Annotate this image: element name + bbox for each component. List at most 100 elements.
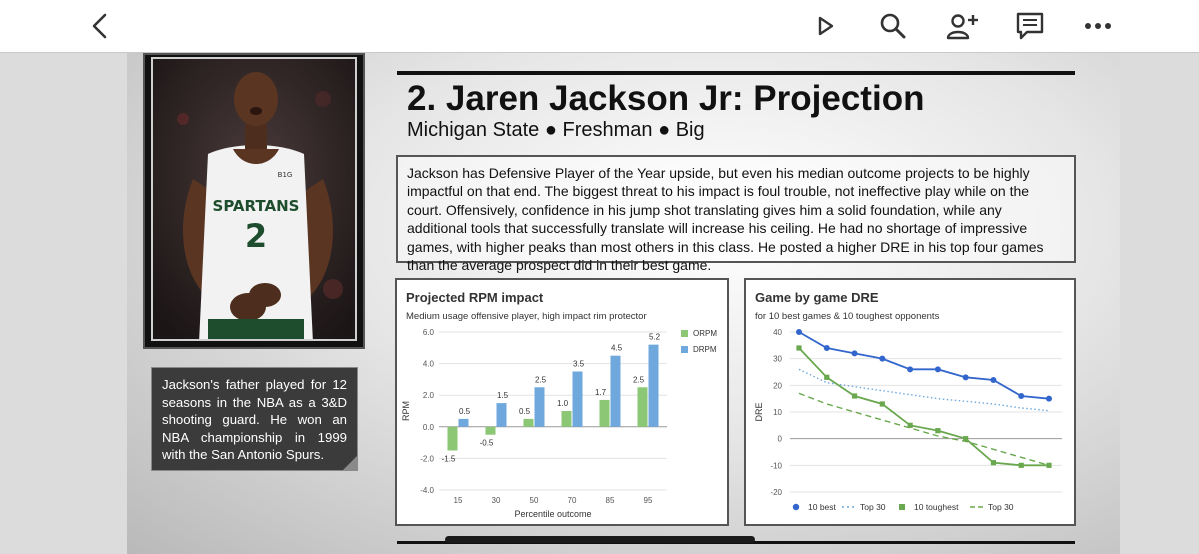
rpm-x-axis-label: Percentile outcome: [514, 509, 591, 519]
dre-y-tick-label: -20: [770, 488, 782, 497]
rpm-data-label: 4.5: [611, 344, 623, 353]
description-text: Jackson has Defensive Player of the Year…: [407, 165, 1044, 274]
jersey-text: SPARTANS: [213, 197, 300, 215]
rpm-data-label: 0.5: [459, 407, 471, 416]
rpm-data-label: 3.5: [573, 360, 585, 369]
rpm-x-tick-label: 50: [530, 496, 539, 505]
rpm-data-label: 1.5: [497, 391, 509, 400]
dre-point-best: [851, 350, 858, 357]
rpm-bar-orpm: [599, 399, 610, 427]
rpm-data-label: 1.7: [595, 388, 607, 397]
dre-chart-subtitle: for 10 best games & 10 toughest opponent…: [755, 311, 940, 322]
dre-point-toughest: [907, 422, 913, 428]
horizontal-scroll-indicator[interactable]: [445, 536, 755, 543]
jersey-number: 2: [245, 217, 267, 255]
rpm-chart: Projected RPM impact Medium usage offens…: [395, 278, 729, 526]
dre-point-best: [796, 329, 802, 335]
player-photo: SPARTANS 2 B1G: [151, 57, 357, 341]
dre-chart: Game by game DRE for 10 best games & 10 …: [744, 278, 1076, 526]
rpm-x-tick-label: 15: [454, 496, 463, 505]
play-icon[interactable]: [808, 8, 844, 44]
rpm-x-tick-label: 70: [568, 496, 577, 505]
rpm-bar-drpm: [458, 418, 469, 427]
rpm-y-axis-label: RPM: [401, 401, 411, 421]
dre-legend-label: Top 30: [988, 502, 1014, 512]
rpm-bar-drpm: [534, 387, 545, 427]
rpm-bar-orpm: [447, 426, 458, 451]
dre-point-toughest: [963, 436, 969, 442]
rpm-bar-drpm: [648, 344, 659, 427]
back-icon[interactable]: [82, 8, 118, 44]
dre-point-toughest: [990, 460, 997, 466]
rpm-x-tick-label: 95: [644, 496, 653, 505]
add-user-icon[interactable]: [942, 8, 982, 44]
top-toolbar: [0, 0, 1199, 53]
rpm-chart-plot: 6.0 4.0 2.0 0.0 -2.0 -4.0 15 -1.5 0.5 30 -0.5 1.5 50…: [401, 328, 717, 519]
rpm-data-label: -0.5: [480, 439, 494, 448]
dre-point-best: [1046, 395, 1052, 402]
rpm-bar-orpm: [523, 418, 534, 427]
search-icon[interactable]: [875, 8, 911, 44]
dre-legend-label: 10 best: [808, 502, 837, 512]
rpm-data-label: 0.5: [519, 407, 531, 416]
dre-point-toughest: [1018, 462, 1024, 468]
rpm-data-label: 5.2: [649, 333, 661, 342]
rpm-bar-drpm: [610, 355, 621, 427]
more-icon[interactable]: [1080, 8, 1116, 44]
rpm-bar-orpm: [561, 411, 572, 427]
rpm-data-label: 1.0: [557, 399, 569, 408]
caption-text: Jackson's father played for 12 seasons i…: [162, 377, 347, 463]
top-rule: [397, 71, 1075, 75]
rpm-y-tick-label: 4.0: [423, 360, 435, 369]
dre-legend-label: 10 toughest: [914, 502, 959, 512]
rpm-legend-swatch: [681, 330, 688, 337]
dre-legend-label: Top 30: [860, 502, 886, 512]
dre-point-best: [934, 366, 941, 373]
slide-page: SPARTANS 2 B1G Jackson's father played f…: [127, 53, 1120, 554]
caption-box: Jackson's father played for 12 seasons i…: [151, 367, 358, 471]
dre-series-line-2: [798, 347, 1049, 467]
dre-point-best: [907, 366, 914, 373]
dre-series-line-0: [798, 331, 1050, 400]
comment-icon[interactable]: [1012, 8, 1048, 44]
rpm-x-tick-label: 30: [492, 496, 501, 505]
dre-point-toughest: [935, 428, 941, 434]
rpm-data-label: -1.5: [442, 455, 456, 464]
dre-point-best: [879, 355, 886, 362]
rpm-y-tick-label: 6.0: [423, 328, 435, 337]
dre-y-tick-label: 40: [773, 328, 782, 337]
rpm-y-tick-label: -4.0: [420, 486, 434, 495]
rpm-y-tick-label: 2.0: [423, 391, 435, 400]
dre-y-tick-label: -10: [770, 461, 782, 470]
dre-y-tick-label: 0: [778, 435, 783, 444]
dre-point-toughest: [1046, 462, 1052, 468]
dre-chart-plot: 40 30 20 10 0 -10 -20 DRE 10 best Top 30 10 toughe…: [754, 328, 1062, 512]
dre-point-best: [962, 374, 969, 381]
dre-series-line-1: [798, 368, 1050, 412]
rpm-legend-label: DRPM: [693, 345, 717, 354]
dre-y-tick-label: 30: [773, 355, 782, 364]
rpm-bar-orpm: [637, 387, 648, 427]
description-box: Jackson has Defensive Player of the Year…: [396, 155, 1076, 273]
dre-point-best: [1018, 393, 1025, 399]
rpm-chart-title: Projected RPM impact: [406, 290, 544, 305]
dre-legend-marker: [899, 504, 905, 510]
page-subtitle: Michigan State ● Freshman ● Big: [407, 119, 705, 141]
dre-point-toughest: [824, 374, 830, 380]
dre-y-tick-label: 20: [773, 381, 782, 390]
rpm-bar-drpm: [572, 371, 583, 427]
rpm-data-label: 2.5: [633, 375, 645, 384]
rpm-bar-drpm: [496, 403, 507, 427]
page-curl-decoration: [342, 455, 358, 471]
rpm-data-label: 2.5: [535, 375, 547, 384]
dre-y-tick-label: 10: [773, 408, 782, 417]
dre-point-toughest: [796, 345, 802, 351]
dre-chart-title: Game by game DRE: [755, 290, 879, 305]
rpm-legend-swatch: [681, 346, 688, 353]
dre-legend-marker: [792, 503, 800, 511]
rpm-x-tick-label: 85: [606, 496, 615, 505]
dre-y-axis-label: DRE: [754, 402, 764, 421]
dre-point-best: [990, 377, 997, 383]
dre-point-toughest: [851, 393, 858, 399]
dre-point-toughest: [879, 401, 885, 407]
